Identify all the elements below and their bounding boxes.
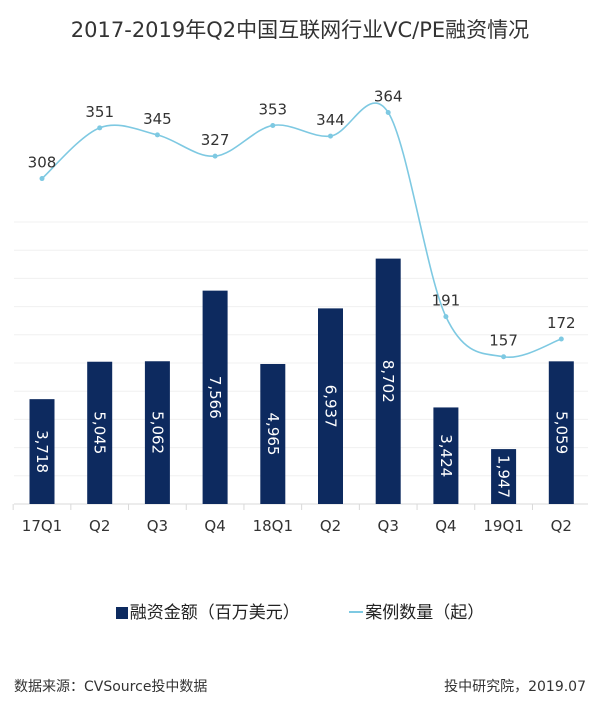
bar	[202, 290, 228, 504]
line-label: 157	[489, 332, 518, 350]
bar-label: 4,965	[264, 413, 282, 456]
line-label: 364	[374, 87, 403, 105]
bar-label: 3,718	[33, 430, 51, 473]
x-tick-label: Q3	[378, 517, 399, 535]
bar-label: 6,937	[322, 385, 340, 428]
bar-label: 5,062	[148, 411, 166, 454]
line-label: 353	[258, 100, 287, 118]
publisher-note: 投中研究院，2019.07	[444, 679, 586, 695]
line-point	[154, 132, 160, 138]
bar	[318, 308, 343, 504]
line-label: 351	[85, 103, 114, 121]
line-point	[385, 109, 391, 115]
line-label: 345	[143, 110, 172, 128]
legend-bar-label: 融资金额（百万美元）	[129, 603, 300, 623]
chart-title: 2017-2019年Q2中国互联网行业VC/PE融资情况	[70, 18, 530, 42]
legend-item-line: 案例数量（起）	[349, 598, 484, 623]
line-point	[39, 176, 45, 182]
line-label: 172	[547, 314, 576, 332]
line-series	[41, 102, 562, 358]
bar	[87, 361, 113, 504]
bar-label: 5,059	[552, 411, 570, 454]
legend-item-bar: 融资金额（百万美元）	[115, 598, 300, 623]
x-tick-label: 17Q1	[22, 517, 62, 535]
line-point	[328, 133, 333, 139]
line-point	[270, 122, 276, 128]
line-label: 327	[201, 131, 230, 149]
bar	[260, 363, 286, 504]
line-label: 308	[28, 154, 57, 172]
x-tick-label: Q2	[89, 517, 110, 535]
bar-label: 1,947	[495, 455, 513, 498]
legend-line-label: 案例数量（起）	[365, 603, 485, 623]
x-tick-label: 19Q1	[483, 517, 523, 535]
x-tick-label: Q4	[435, 517, 456, 535]
bar	[29, 399, 55, 504]
x-tick-label: Q2	[551, 517, 572, 535]
legend-bar-swatch	[115, 607, 128, 619]
legend: 融资金额（百万美元） 案例数量（起）	[0, 598, 600, 623]
bar-label: 3,424	[437, 434, 455, 477]
bar-label: 5,045	[91, 411, 109, 454]
bar	[491, 449, 517, 504]
line-point	[97, 125, 103, 131]
line-label: 191	[432, 292, 461, 310]
source-note: 数据来源：CVSource投中数据	[14, 679, 208, 695]
plot-area: 3,718 17Q1 5,045 Q2 5,062 Q3 7,566 Q4 4,965 18Q1 6…	[12, 87, 588, 535]
bar	[375, 258, 401, 504]
bar-label: 8,702	[379, 360, 397, 403]
x-tick-label: Q3	[147, 517, 168, 535]
bar-label: 7,566	[206, 376, 224, 419]
bar	[433, 407, 459, 504]
legend-line-swatch	[349, 611, 364, 613]
line-point	[443, 314, 449, 320]
line-point	[558, 336, 564, 342]
x-tick-label: Q2	[320, 517, 341, 535]
line-label: 344	[316, 111, 345, 129]
line-point	[212, 153, 218, 159]
bar	[144, 361, 170, 504]
bar	[548, 361, 574, 504]
x-tick-label: 18Q1	[253, 517, 293, 535]
x-tick-label: Q4	[204, 517, 225, 535]
line-point	[501, 354, 507, 360]
